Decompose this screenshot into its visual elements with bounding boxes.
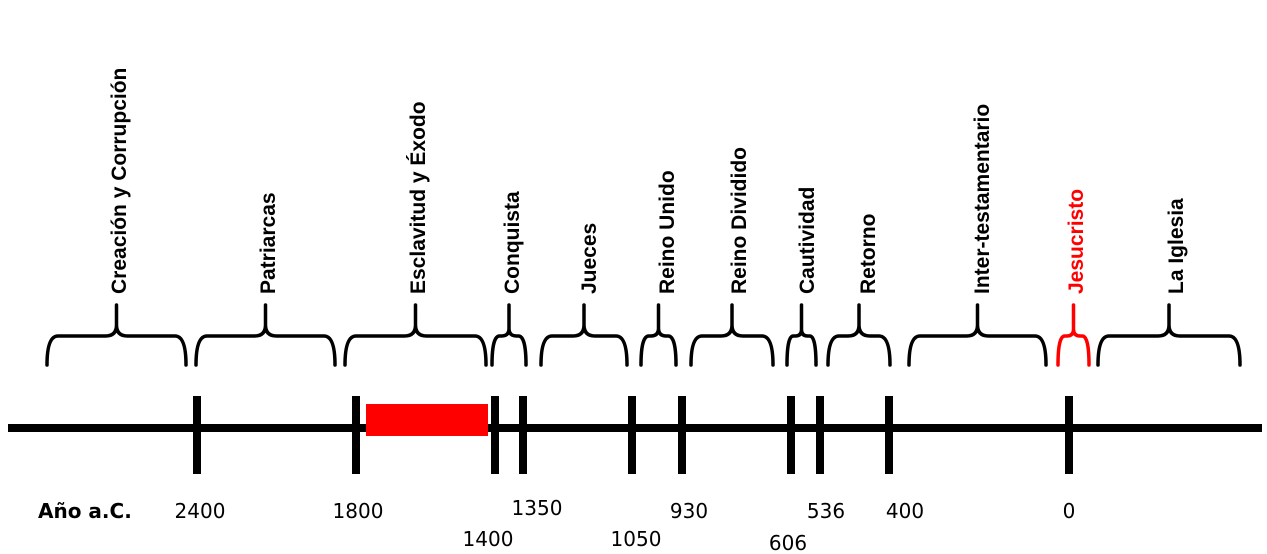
period-label-creacion: Creación y Corrupción	[108, 68, 131, 294]
year-label-1050: 1050	[611, 527, 662, 551]
tick-mark-1050	[628, 396, 636, 474]
period-label-retorno: Retorno	[857, 214, 880, 295]
brace-jueces	[539, 303, 629, 367]
tick-mark-536	[816, 396, 824, 474]
period-label-jesucristo: Jesucristo	[1065, 189, 1088, 294]
tick-mark-400	[885, 396, 893, 474]
brace-esclavitud	[343, 303, 488, 367]
brace-patriarcas	[194, 303, 337, 367]
period-label-cautividad: Cautividad	[796, 187, 819, 294]
year-label-400: 400	[886, 499, 924, 523]
year-labels: Año a.C. 2400 1800 1400 1350 1050 930 60…	[38, 496, 1075, 554]
period-label-conquista: Conquista	[501, 191, 524, 294]
brace-retorno	[826, 303, 892, 367]
year-label-1350: 1350	[512, 496, 563, 520]
tick-mark-2400	[193, 396, 201, 474]
brace-inter-testamentario	[907, 303, 1048, 367]
period-labels: Creación y Corrupción Patriarcas Esclavi…	[108, 68, 1188, 294]
year-label-2400: 2400	[175, 499, 226, 523]
period-label-la-iglesia: La Iglesia	[1165, 198, 1188, 294]
period-label-inter-testamentario: Inter-testamentario	[971, 104, 994, 294]
year-label-0: 0	[1063, 499, 1076, 523]
tick-mark-1400	[491, 396, 499, 474]
period-label-esclavitud: Esclavitud y Éxodo	[407, 101, 430, 294]
year-label-1400: 1400	[463, 527, 514, 551]
axis-title: Año a.C.	[38, 499, 132, 523]
year-label-536: 536	[807, 499, 845, 523]
brace-cautividad	[785, 303, 818, 367]
tick-mark-1800	[352, 396, 360, 474]
period-label-patriarcas: Patriarcas	[257, 192, 280, 294]
brace-reino-unido	[639, 303, 678, 367]
year-label-1800: 1800	[333, 499, 384, 523]
tick-mark-1350	[519, 396, 527, 474]
tick-mark-606	[787, 396, 795, 474]
tick-mark-0	[1065, 396, 1073, 474]
period-label-jueces: Jueces	[578, 223, 601, 294]
period-label-reino-dividido: Reino Dividido	[728, 147, 751, 294]
slavery-highlight-bar	[366, 404, 488, 436]
brace-conquista	[490, 303, 528, 367]
tick-marks	[193, 396, 1073, 474]
year-label-606: 606	[769, 531, 807, 554]
year-label-930: 930	[670, 499, 708, 523]
brace-jesucristo	[1056, 303, 1091, 367]
tick-mark-930	[678, 396, 686, 474]
brace-creacion	[45, 303, 188, 367]
brace-la-iglesia	[1096, 303, 1242, 367]
period-label-reino-unido: Reino Unido	[656, 170, 679, 294]
brace-reino-dividido	[689, 303, 775, 367]
period-braces	[45, 303, 1242, 367]
